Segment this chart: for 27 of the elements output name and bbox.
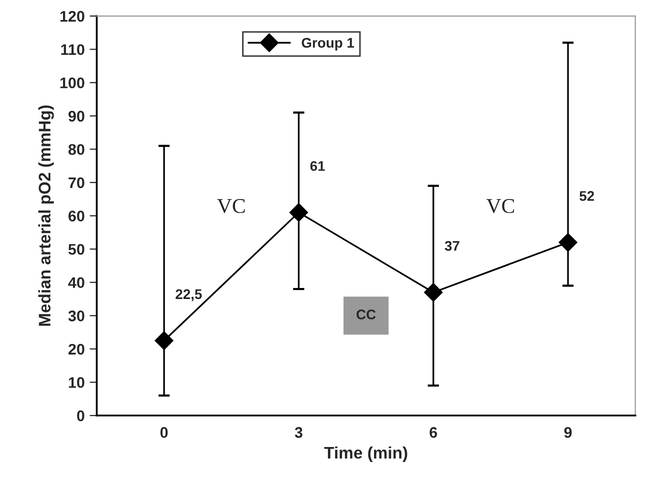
data-label: 22,5 — [176, 289, 202, 302]
y-tick-label: 70 — [68, 177, 84, 188]
data-label: 61 — [310, 161, 325, 171]
x-axis-title: Time (min) — [324, 446, 408, 462]
x-tick-label: 9 — [564, 427, 572, 438]
y-tick-label: 60 — [68, 210, 84, 222]
x-tick-label: 6 — [430, 427, 438, 438]
y-tick-label: 10 — [68, 377, 84, 388]
y-tick-label: 50 — [68, 244, 84, 255]
data-label: 52 — [580, 191, 594, 201]
y-tick-label: 120 — [60, 10, 84, 22]
annotation: CC — [356, 310, 376, 320]
y-tick-label: 30 — [68, 310, 84, 322]
y-tick-label: 0 — [77, 410, 84, 422]
data-label: 37 — [444, 240, 460, 251]
y-axis-title: Median arterial pO2 (mmHg) — [38, 105, 54, 326]
y-tick-label: 90 — [68, 110, 84, 122]
annotation: VC — [217, 199, 245, 214]
x-tick-label: 3 — [294, 427, 302, 438]
y-tick-label: 80 — [68, 144, 84, 155]
y-tick-label: 40 — [68, 277, 84, 288]
y-tick-label: 110 — [61, 44, 84, 56]
x-tick-label: 0 — [160, 427, 168, 438]
legend-label: Group 1 — [302, 38, 354, 50]
y-tick-label: 20 — [68, 344, 84, 355]
y-tick-label: 100 — [60, 77, 84, 88]
annotation: VC — [486, 199, 514, 214]
